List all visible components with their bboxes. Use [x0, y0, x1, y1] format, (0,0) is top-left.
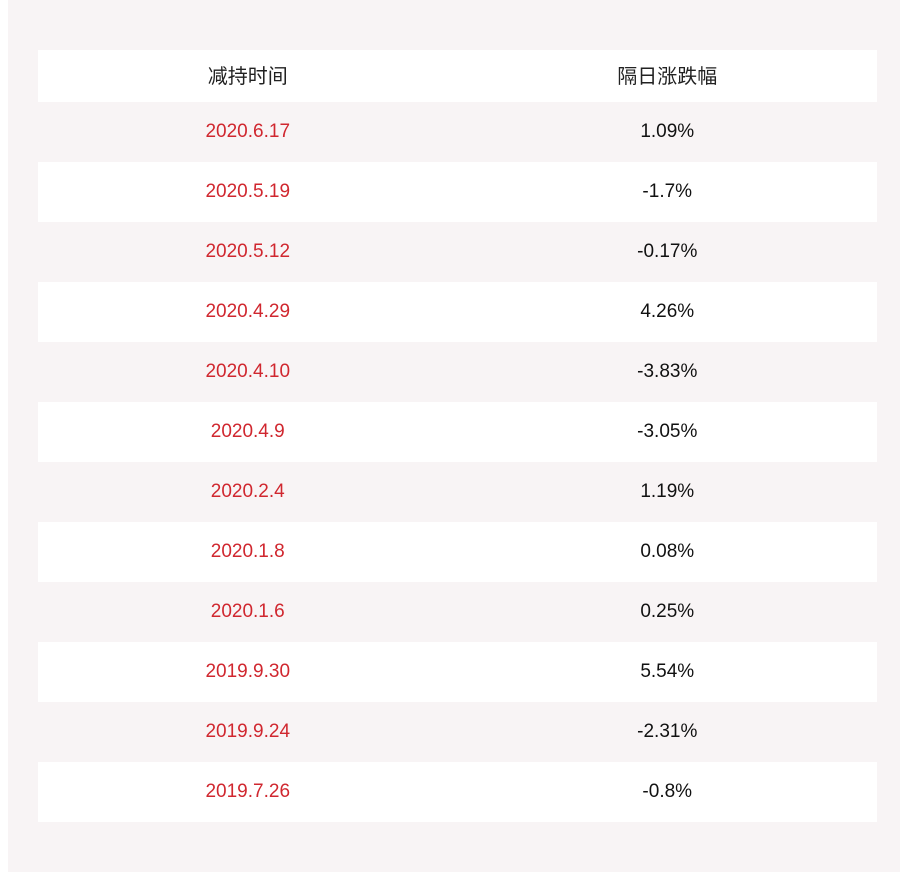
table-row: 2020.4.29 4.26%: [38, 282, 877, 342]
date-cell: 2020.4.9: [210, 421, 285, 442]
table-row: 2020.5.12 -0.17%: [38, 222, 877, 282]
table-row: 2019.9.24 -2.31%: [38, 702, 877, 762]
header-reduction-time: 减持时间: [207, 64, 288, 88]
change-cell: 1.19%: [640, 481, 695, 502]
date-cell: 2020.2.4: [210, 481, 285, 502]
change-cell: -3.05%: [637, 421, 698, 442]
change-cell: 0.25%: [640, 601, 695, 622]
table-row: 2020.2.4 1.19%: [38, 462, 877, 522]
date-cell: 2020.5.12: [205, 241, 291, 262]
date-cell: 2019.9.30: [205, 661, 291, 682]
change-cell: -0.8%: [642, 781, 693, 802]
date-cell: 2019.9.24: [205, 721, 291, 742]
change-cell: -2.31%: [637, 721, 698, 742]
table-row: 2020.4.10 -3.83%: [38, 342, 877, 402]
date-cell: 2020.1.6: [210, 601, 285, 622]
table-row: 2019.9.30 5.54%: [38, 642, 877, 702]
date-cell: 2020.5.19: [205, 181, 291, 202]
table-row: 2019.7.26 -0.8%: [38, 762, 877, 822]
reduction-table: 减持时间 隔日涨跌幅 2020.6.17 1.09% 2020.5.19 -1.…: [38, 50, 877, 822]
table-header-row: 减持时间 隔日涨跌幅: [38, 50, 877, 102]
date-cell: 2019.7.26: [205, 781, 291, 802]
header-next-day-change: 隔日涨跌幅: [617, 64, 718, 88]
table-row: 2020.4.9 -3.05%: [38, 402, 877, 462]
change-cell: 0.08%: [640, 541, 695, 562]
date-cell: 2020.4.10: [205, 361, 291, 382]
date-cell: 2020.6.17: [205, 121, 291, 142]
change-cell: 5.54%: [640, 661, 695, 682]
date-cell: 2020.1.8: [210, 541, 285, 562]
change-cell: 4.26%: [640, 301, 695, 322]
change-cell: -3.83%: [637, 361, 698, 382]
change-cell: -1.7%: [642, 181, 693, 202]
change-cell: 1.09%: [640, 121, 695, 142]
date-cell: 2020.4.29: [205, 301, 291, 322]
table-panel: 减持时间 隔日涨跌幅 2020.6.17 1.09% 2020.5.19 -1.…: [8, 0, 900, 872]
table-row: 2020.1.6 0.25%: [38, 582, 877, 642]
table-row: 2020.5.19 -1.7%: [38, 162, 877, 222]
change-cell: -0.17%: [637, 241, 698, 262]
table-row: 2020.1.8 0.08%: [38, 522, 877, 582]
table-row: 2020.6.17 1.09%: [38, 102, 877, 162]
